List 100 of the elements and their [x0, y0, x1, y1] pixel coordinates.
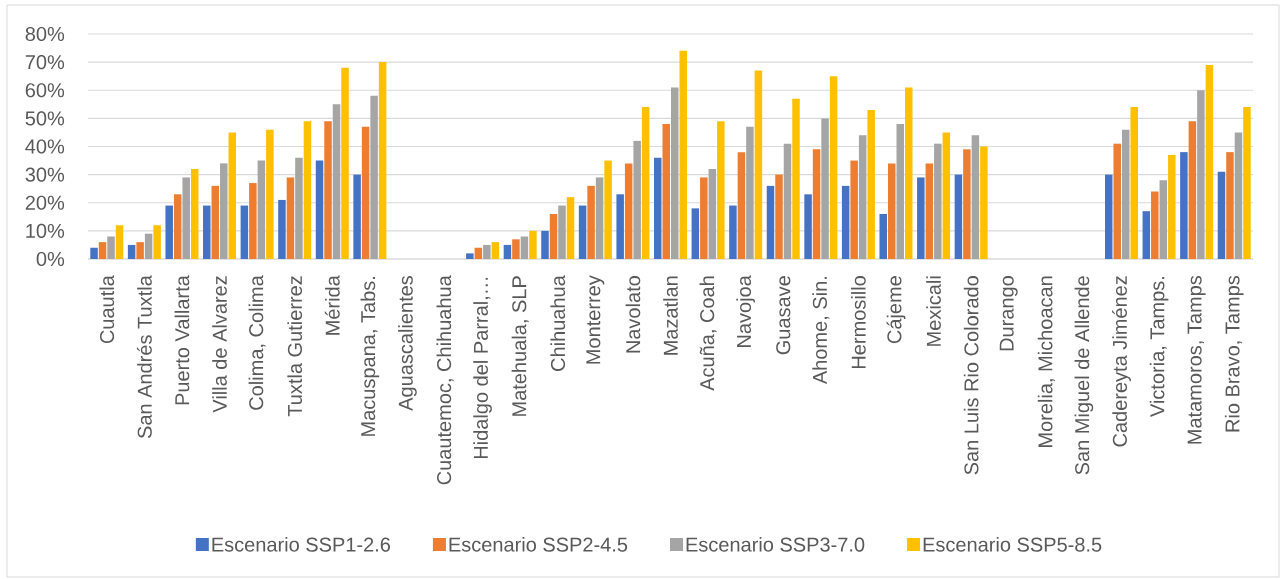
bar: [925, 163, 934, 259]
bar: [746, 126, 754, 259]
y-tick-label: 80%: [25, 26, 65, 42]
bar: [971, 135, 980, 259]
bar: [483, 244, 491, 259]
bar: [1130, 107, 1138, 259]
bar: [127, 244, 136, 259]
bar: [98, 242, 107, 259]
bar: [136, 242, 144, 259]
x-tick-label: Cuautla: [99, 275, 115, 344]
bar: [520, 236, 529, 259]
x-tick-label: San Andrés Tuxtla: [136, 275, 152, 439]
x-tick-label: Puerto Vallarta: [174, 275, 190, 405]
bar: [850, 160, 858, 259]
x-tick-label: Macuspana, Tabs.: [360, 277, 380, 436]
x-tick-label: Cuautemoc, Chihuahua: [436, 275, 454, 485]
bar: [165, 205, 173, 259]
bar: [315, 160, 324, 259]
bar: [558, 205, 566, 259]
bar: [153, 225, 161, 259]
bar: [203, 205, 211, 259]
bar: [529, 230, 537, 259]
bar: [278, 199, 286, 259]
bar: [792, 98, 800, 259]
y-tick-label: 60%: [25, 83, 65, 98]
bar: [812, 149, 821, 259]
x-tick-label: Morelia, Michoacan: [1037, 276, 1055, 447]
x-tick-label: Navolato: [625, 276, 641, 353]
bar: [578, 205, 587, 259]
y-tick-label: 50%: [25, 111, 65, 126]
legend-label: Escenario SSP2-4.5: [449, 537, 628, 552]
bar: [303, 121, 312, 259]
bar: [587, 185, 595, 259]
bar: [1188, 121, 1197, 259]
x-tick-label: Cájeme: [886, 276, 906, 344]
x-tick-label: San Miguel de Allende: [1074, 276, 1094, 475]
x-tick-label: Mexicali: [926, 276, 941, 346]
x-tick-label: Durango: [999, 276, 1018, 351]
x-tick-label: Hermosillo: [851, 276, 866, 369]
bar: [717, 121, 725, 259]
bar: [679, 50, 687, 259]
bar: [737, 152, 746, 259]
x-tick-label: San Luis Rio Colorado: [963, 276, 979, 475]
bar: [595, 177, 604, 259]
legend-label: Escenario SSP3-7.0: [686, 537, 865, 552]
bar: [503, 244, 512, 259]
bar: [1205, 64, 1214, 259]
x-tick-label: Ahome, Sin.: [812, 277, 830, 385]
bar: [361, 126, 370, 259]
bar: [942, 132, 951, 259]
bar: [934, 143, 942, 259]
bar: [249, 183, 257, 259]
y-tick-label: 30%: [25, 167, 65, 182]
x-tick-label: Guasave: [776, 276, 791, 355]
bar: [182, 177, 190, 259]
bar: [1151, 191, 1159, 259]
bar: [1113, 143, 1121, 259]
bar: [829, 76, 838, 259]
x-tick-label: Mérida: [324, 275, 340, 335]
bar: [879, 214, 887, 259]
bar: [1104, 174, 1113, 259]
x-tick-label: Navojoa: [736, 275, 755, 347]
bar: [954, 174, 963, 259]
bar: [708, 169, 717, 259]
y-tick-label: 10%: [26, 223, 65, 238]
bar: [378, 62, 387, 259]
bar: [616, 194, 624, 259]
bar: [783, 143, 792, 259]
bar: [115, 225, 124, 259]
bar: [541, 230, 549, 259]
bar: [624, 163, 633, 259]
bar: [144, 233, 153, 259]
x-tick-label: Cadereyta Jiménez: [1112, 276, 1131, 447]
bar: [1121, 129, 1130, 259]
bar: [804, 194, 812, 259]
y-tick-label: 20%: [25, 195, 65, 210]
bar: [754, 70, 763, 259]
bar: [821, 118, 829, 259]
bar: [257, 160, 266, 259]
bar: [566, 197, 575, 259]
x-tick-label: Colima, Colima: [248, 275, 266, 410]
y-tick-label: 0%: [36, 251, 65, 267]
bar: [1159, 180, 1168, 259]
bar: [240, 205, 249, 259]
bar: [332, 104, 341, 259]
x-tick-label: Matehuala, SLP: [511, 276, 529, 416]
x-tick-label: Mazatlan: [663, 276, 678, 355]
bar: [917, 177, 925, 259]
bar: [887, 163, 896, 259]
bar: [512, 239, 520, 259]
x-tick-label: Hidalgo del Parral,…: [473, 277, 492, 459]
bar: [107, 236, 115, 259]
x-tick-label: Aguascalientes: [398, 275, 417, 411]
x-tick-label: Monterrey: [586, 275, 605, 364]
x-tick-label: Villa de Alvarez: [212, 276, 227, 413]
bar: [729, 205, 737, 259]
bar: [775, 174, 783, 259]
bar: [1226, 152, 1234, 259]
bar: [1168, 154, 1176, 259]
bar: [633, 140, 641, 259]
